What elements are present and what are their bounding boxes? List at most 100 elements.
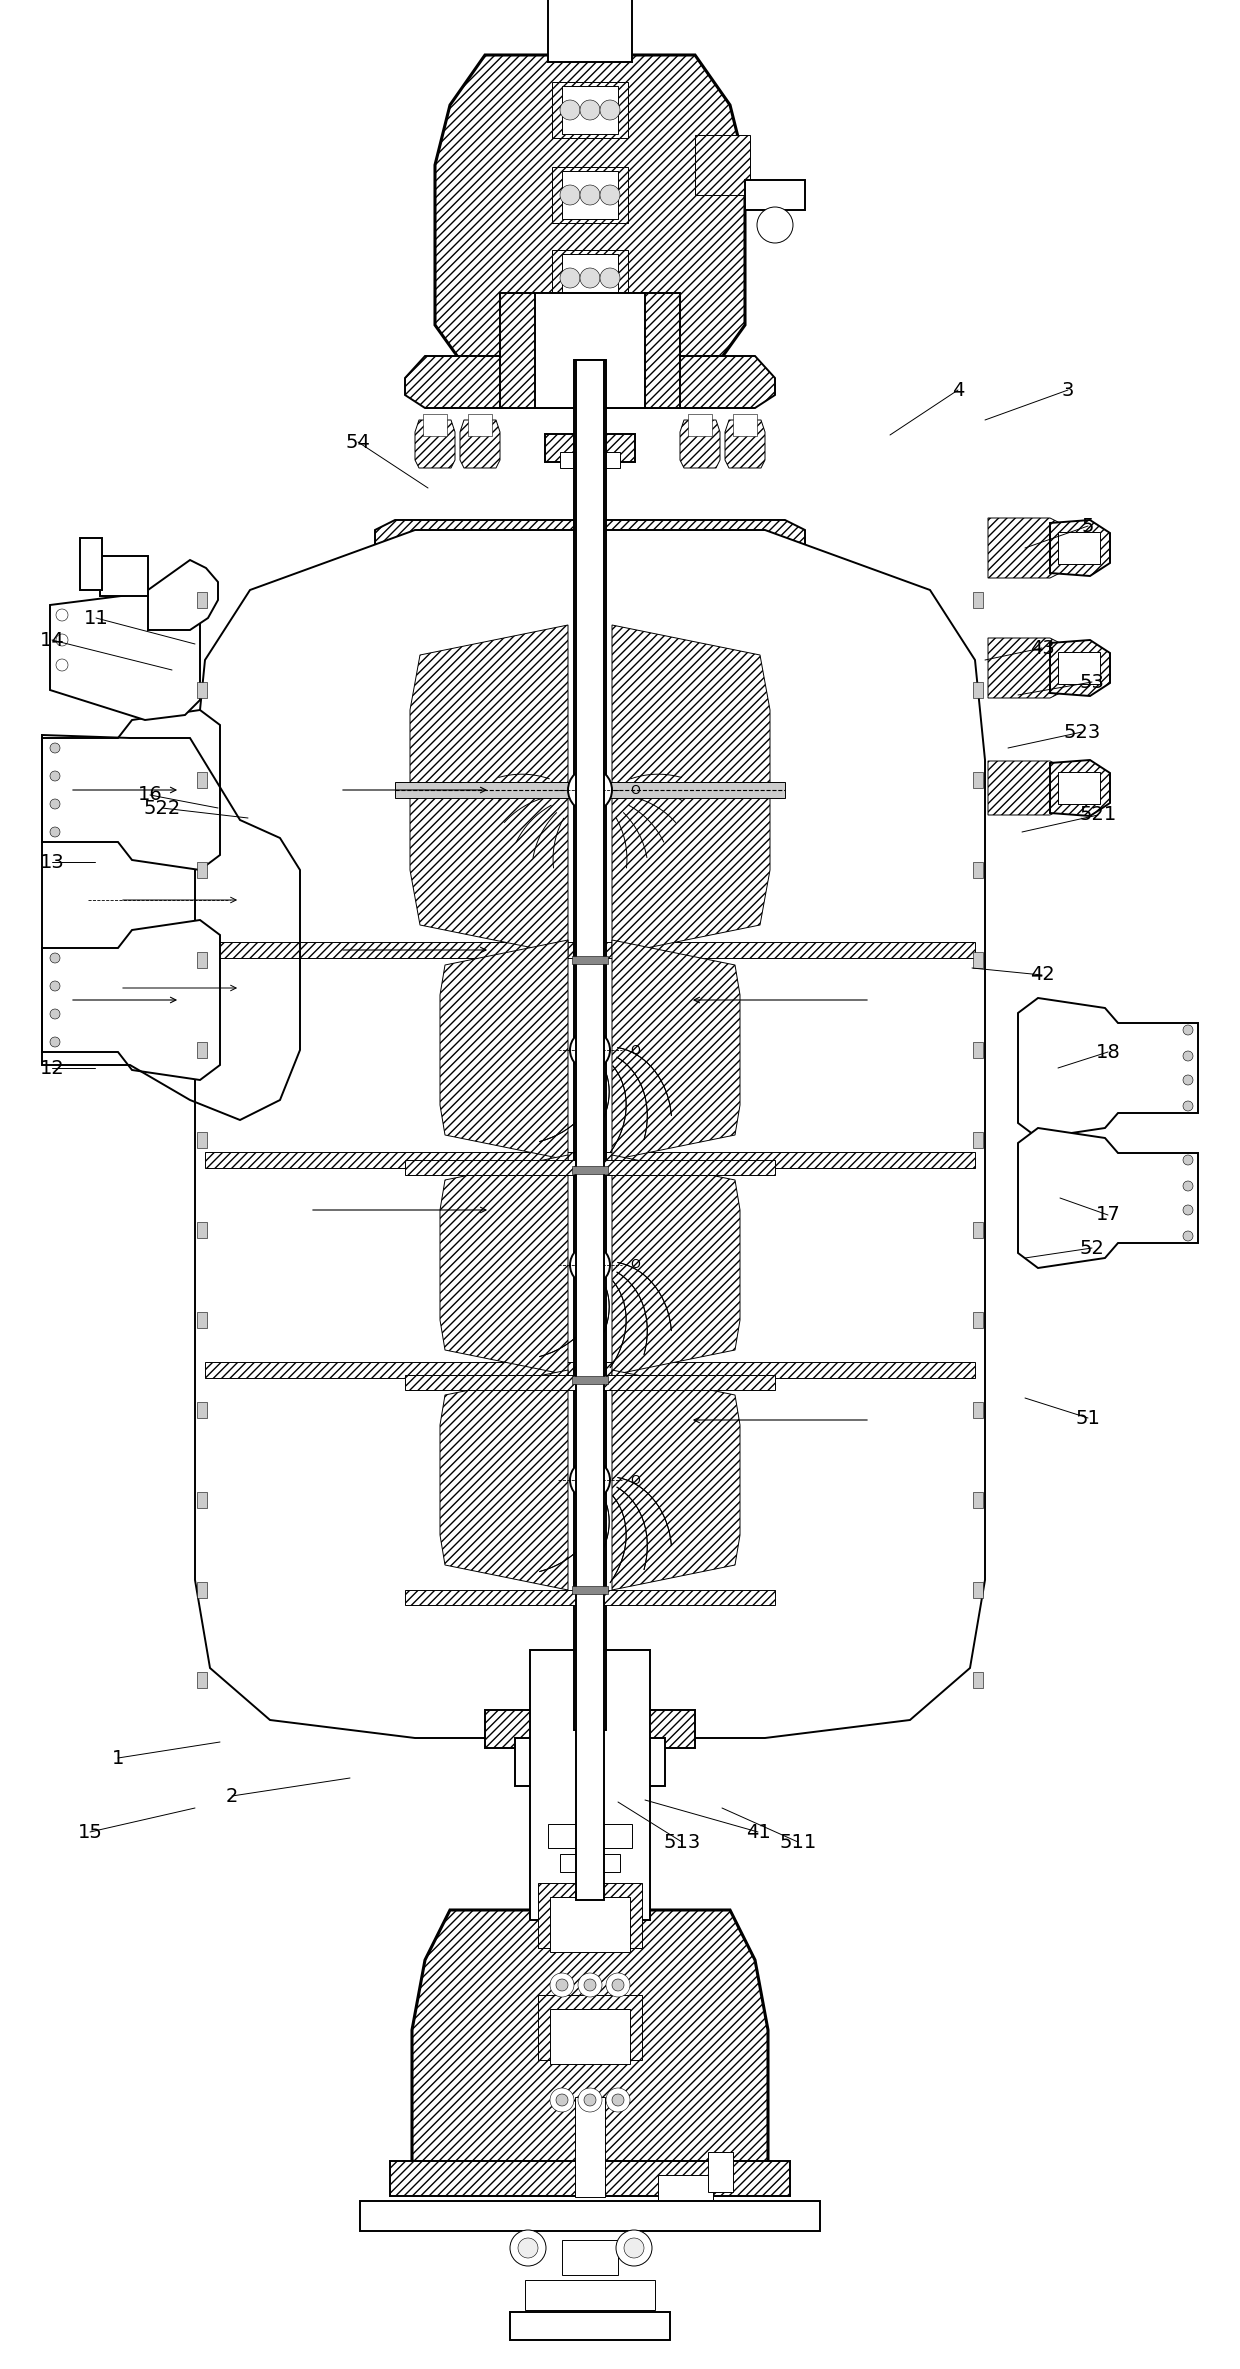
Text: 12: 12 — [40, 1059, 64, 1078]
Circle shape — [560, 185, 580, 206]
Circle shape — [50, 1009, 60, 1019]
Circle shape — [56, 609, 68, 621]
Polygon shape — [435, 54, 745, 360]
Bar — [515, 1739, 665, 1786]
Circle shape — [624, 2239, 644, 2258]
Polygon shape — [412, 1909, 768, 2196]
Text: 3: 3 — [1061, 381, 1074, 400]
Circle shape — [50, 798, 60, 808]
Circle shape — [1183, 1156, 1193, 1166]
Bar — [973, 1042, 983, 1059]
Bar — [510, 2312, 670, 2341]
Circle shape — [560, 268, 580, 289]
Circle shape — [756, 206, 794, 244]
Polygon shape — [410, 625, 568, 955]
Bar — [560, 1855, 620, 1872]
Text: 4: 4 — [952, 381, 965, 400]
Text: O: O — [630, 784, 640, 796]
Bar — [532, 1798, 649, 1834]
Text: 521: 521 — [1079, 805, 1117, 824]
Polygon shape — [440, 1156, 568, 1374]
Text: 52: 52 — [1080, 1239, 1105, 1258]
Circle shape — [616, 2229, 652, 2267]
Bar — [973, 1312, 983, 1329]
Text: 2: 2 — [226, 1786, 238, 1805]
Text: O: O — [630, 1474, 640, 1485]
Bar — [973, 1673, 983, 1689]
Polygon shape — [205, 943, 975, 957]
Circle shape — [556, 1978, 568, 1990]
Polygon shape — [405, 355, 775, 407]
Circle shape — [50, 981, 60, 990]
Circle shape — [580, 268, 600, 289]
Bar — [973, 1222, 983, 1239]
Bar — [360, 2201, 820, 2232]
Circle shape — [606, 1973, 630, 1997]
Circle shape — [613, 1978, 624, 1990]
Bar — [552, 166, 627, 223]
Bar — [500, 294, 680, 407]
Circle shape — [578, 1973, 601, 1997]
Bar — [973, 1582, 983, 1599]
Circle shape — [600, 99, 620, 121]
Bar — [973, 682, 983, 699]
Bar — [548, 0, 632, 62]
Polygon shape — [1050, 760, 1110, 815]
Bar — [973, 1492, 983, 1509]
Circle shape — [1183, 1076, 1193, 1085]
Circle shape — [580, 99, 600, 121]
Bar — [577, 360, 604, 1900]
Text: 13: 13 — [40, 853, 64, 872]
Bar — [546, 434, 635, 462]
Text: 51: 51 — [1075, 1410, 1100, 1429]
Bar — [525, 2279, 655, 2310]
Bar — [552, 251, 627, 306]
Bar — [197, 1582, 207, 1599]
Bar — [733, 415, 756, 436]
Circle shape — [551, 1973, 574, 1997]
Polygon shape — [1018, 1128, 1198, 1267]
Bar — [197, 1222, 207, 1239]
Circle shape — [600, 268, 620, 289]
Bar — [197, 1312, 207, 1329]
Bar — [197, 1042, 207, 1059]
Circle shape — [518, 2239, 538, 2258]
Polygon shape — [613, 940, 740, 1161]
Polygon shape — [613, 1156, 740, 1374]
Polygon shape — [440, 940, 568, 1161]
Bar — [560, 452, 620, 469]
Circle shape — [580, 185, 600, 206]
Bar — [467, 415, 492, 436]
Text: 5: 5 — [1081, 516, 1094, 535]
Circle shape — [613, 2094, 624, 2106]
Polygon shape — [42, 711, 219, 869]
Polygon shape — [1050, 640, 1110, 696]
Bar — [391, 2161, 790, 2196]
Circle shape — [556, 2094, 568, 2106]
Bar — [973, 1402, 983, 1419]
Circle shape — [56, 635, 68, 647]
Circle shape — [560, 99, 580, 121]
Bar — [529, 1649, 650, 1919]
Text: 18: 18 — [1096, 1042, 1121, 1061]
Polygon shape — [148, 559, 218, 630]
Bar — [396, 782, 785, 798]
Circle shape — [568, 768, 613, 813]
Bar — [973, 952, 983, 969]
Bar — [562, 171, 618, 218]
Circle shape — [510, 2229, 546, 2267]
Polygon shape — [374, 521, 805, 569]
Circle shape — [1183, 1206, 1193, 1215]
Text: 43: 43 — [1029, 640, 1054, 659]
Bar — [574, 360, 606, 1729]
Polygon shape — [42, 919, 219, 1080]
Text: O: O — [630, 1042, 640, 1057]
Circle shape — [1183, 1182, 1193, 1192]
Bar — [562, 2241, 618, 2274]
Text: 54: 54 — [346, 434, 371, 452]
Bar — [197, 862, 207, 879]
Bar — [538, 1995, 642, 2061]
Polygon shape — [785, 521, 1070, 1748]
Bar — [973, 862, 983, 879]
Bar — [100, 557, 148, 597]
